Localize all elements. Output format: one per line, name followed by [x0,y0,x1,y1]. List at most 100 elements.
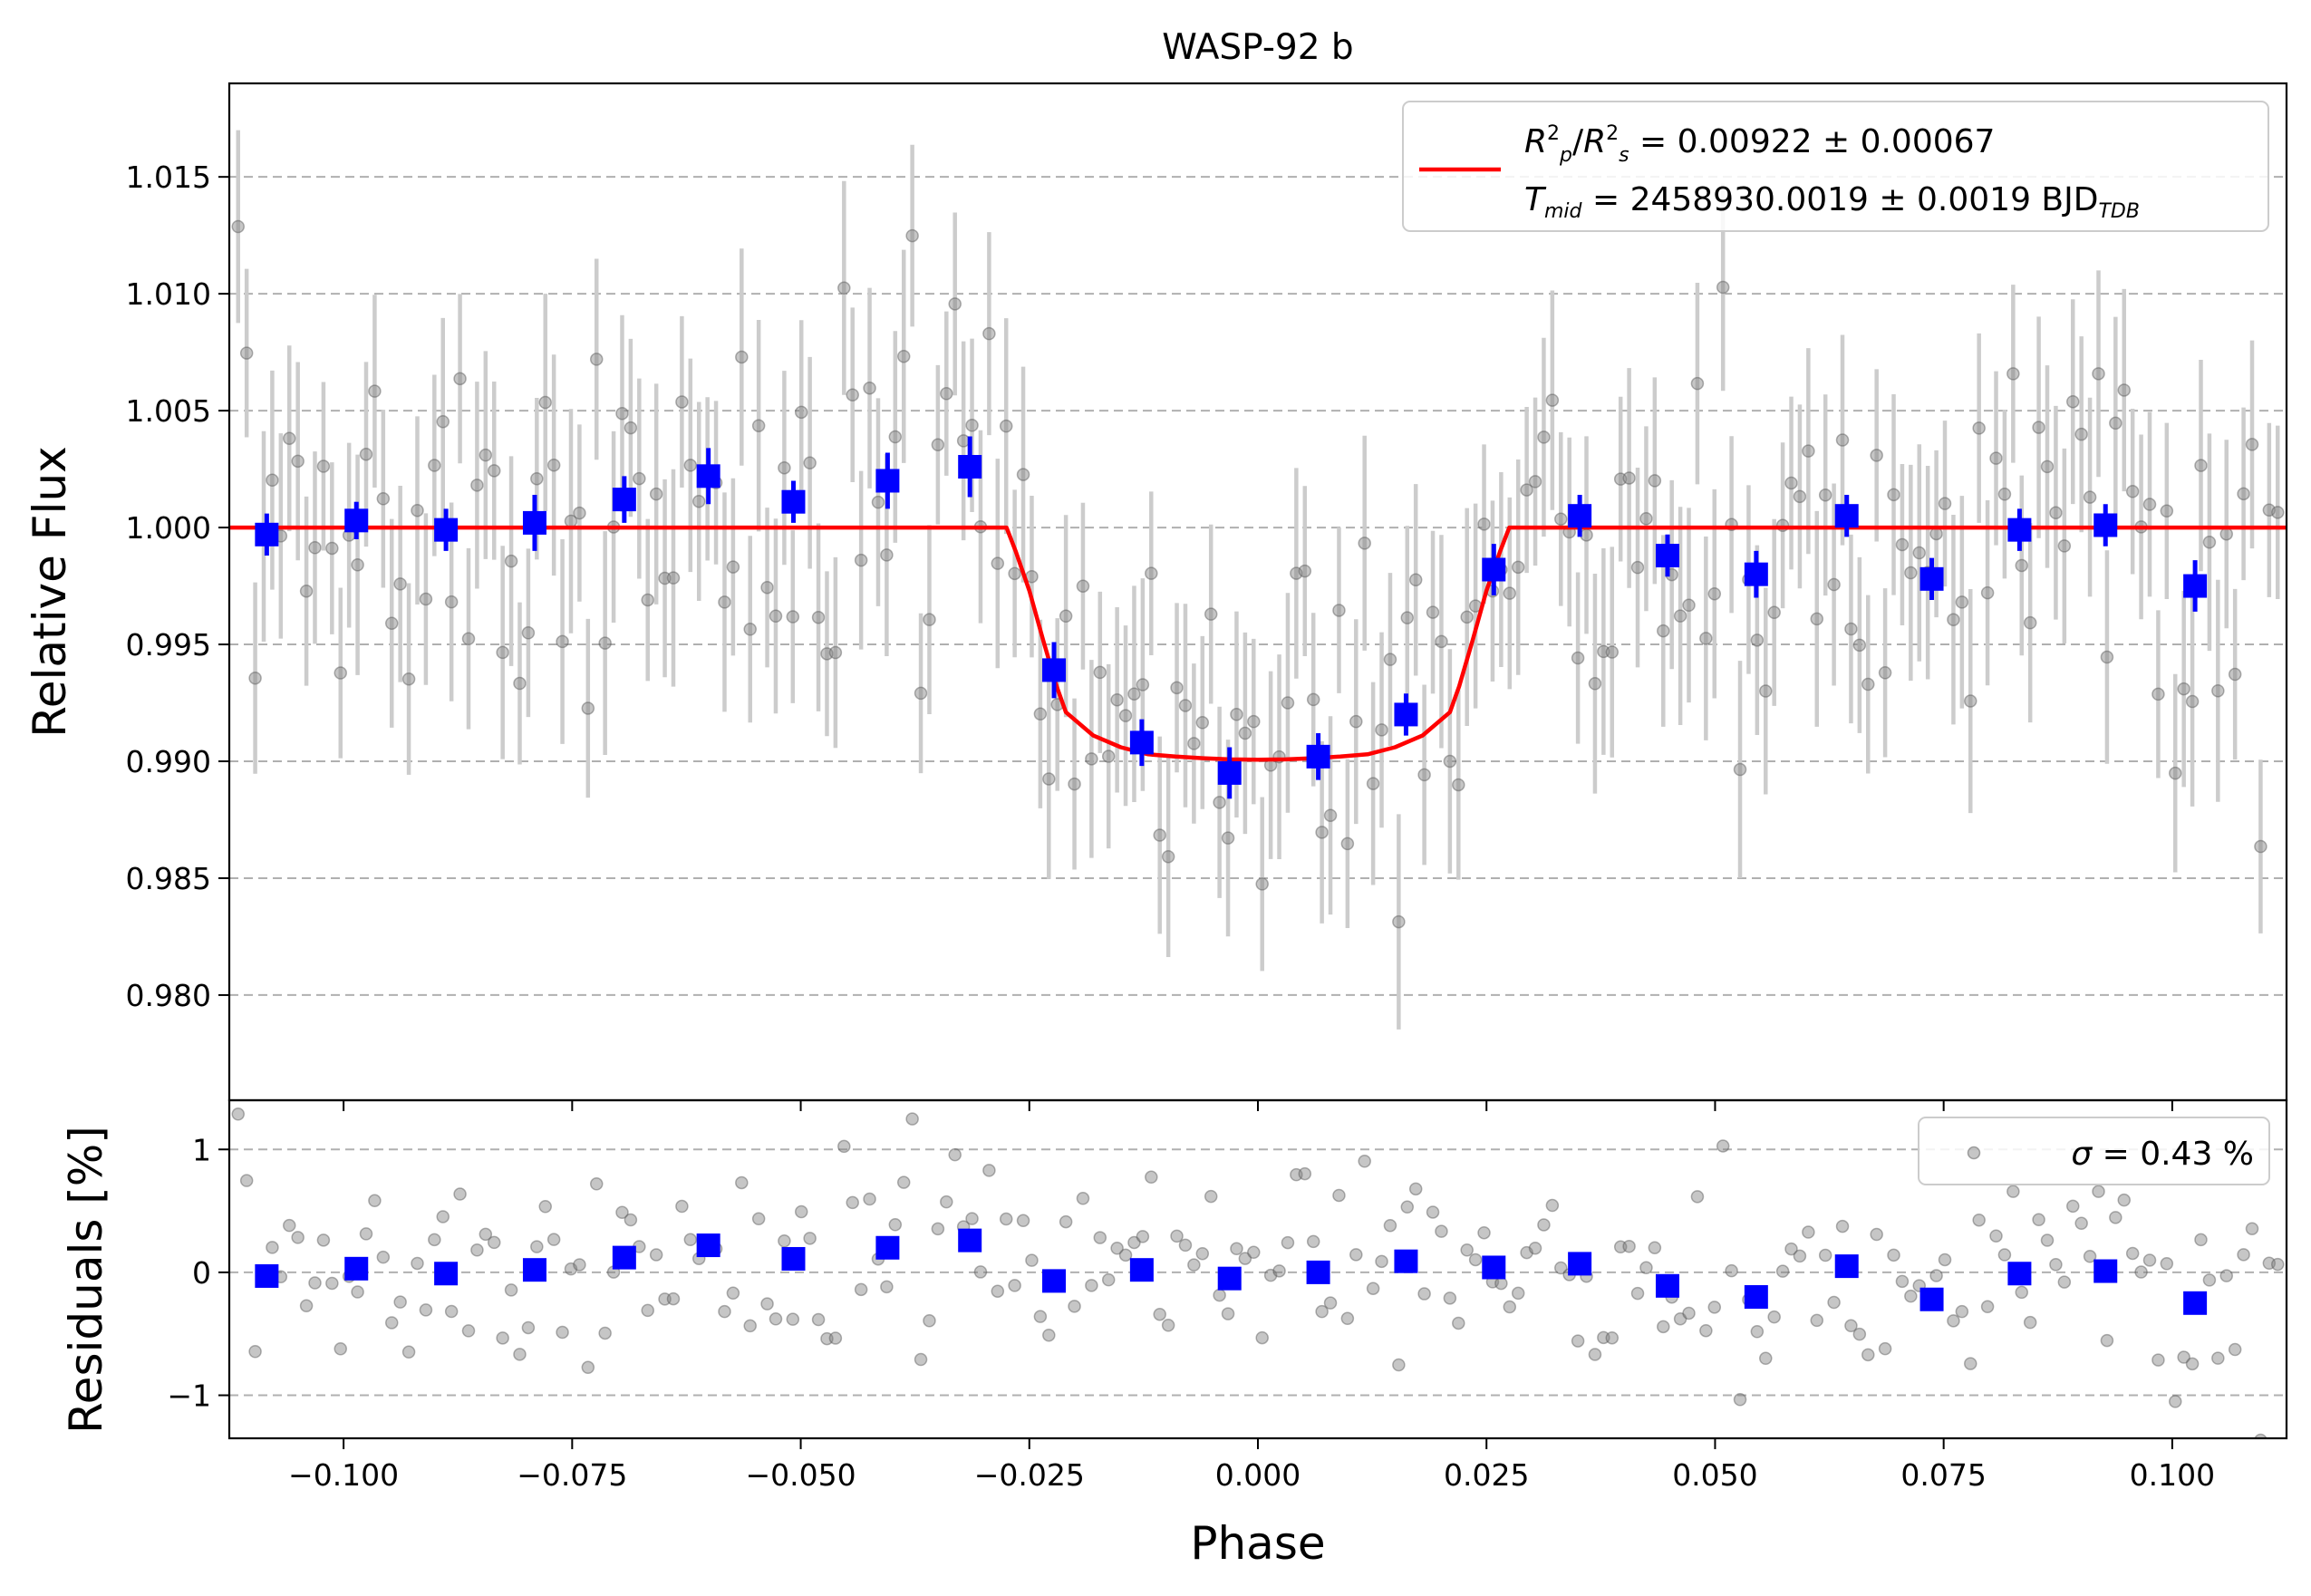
residual-raw-point [1384,1220,1396,1232]
raw-point [317,460,329,472]
binned-point [255,523,278,547]
raw-point [667,572,679,584]
residual-raw-point [1649,1242,1660,1253]
residual-raw-point [2135,1266,2147,1278]
x-tick-label: 0.000 [1215,1457,1301,1493]
residual-raw-point [676,1201,688,1213]
residual-raw-point [2127,1247,2139,1259]
residual-raw-point [599,1327,611,1339]
residual-raw-point [1393,1359,1405,1371]
binned-residual [1482,1255,1505,1279]
residual-raw-point [2152,1354,2164,1366]
residual-raw-point [386,1317,398,1329]
binned-residual [1042,1269,1066,1292]
residual-raw-point [1905,1291,1917,1302]
residual-raw-point [326,1277,338,1289]
residual-raw-point [1853,1329,1865,1340]
raw-point [1393,916,1405,928]
residual-raw-point [2203,1274,2215,1286]
raw-point [1691,378,1703,390]
binned-residual [613,1246,636,1270]
raw-point [1905,567,1917,579]
raw-point [360,449,372,460]
residual-raw-point [2195,1233,2207,1245]
raw-point [1444,755,1455,767]
residual-raw-point [684,1233,696,1245]
raw-point [506,556,517,567]
residual-raw-point [1350,1249,1362,1261]
legend-mid-sub: mid [1544,200,1583,223]
binned-point [523,511,546,535]
binned-residual [344,1257,368,1281]
raw-point [394,578,406,590]
residual-raw-point [719,1306,730,1318]
residual-raw-point [1060,1216,1072,1228]
residual-raw-point [1376,1255,1388,1267]
raw-point [284,432,295,444]
binned-residual [1835,1254,1859,1278]
residual-raw-point [1930,1270,1942,1282]
raw-point [1998,488,2010,500]
raw-point [1683,599,1695,611]
raw-point [1103,750,1115,762]
raw-point [548,459,560,471]
raw-point [446,596,458,608]
raw-point [1009,567,1020,579]
raw-point [437,416,449,428]
raw-point [2025,617,2036,629]
residual-raw-point [522,1321,534,1333]
raw-point [1359,537,1370,549]
residual-raw-point [1299,1168,1310,1180]
binned-point [1218,761,1242,785]
raw-point [1982,587,1994,599]
binned-point [613,488,636,511]
residual-raw-point [1888,1249,1900,1261]
raw-point [958,435,970,447]
raw-point [1555,513,1567,525]
legend-rp-symbol: R [1524,123,1547,160]
residual-raw-point [266,1242,278,1253]
raw-point [1973,422,1985,434]
residual-raw-point [949,1149,961,1161]
raw-point [2058,540,2070,552]
residual-raw-point [2238,1249,2249,1261]
residual-raw-point [2161,1258,2172,1270]
raw-point [932,439,943,450]
binned-point [1307,745,1330,769]
residual-raw-point [1325,1297,1337,1309]
raw-point [1223,832,1234,844]
residual-raw-point [1546,1200,1558,1212]
residual-raw-point [1410,1183,1422,1195]
main-y-tick-label: 1.015 [126,160,211,195]
residual-raw-point [1760,1352,1772,1364]
raw-point [454,372,466,384]
residual-raw-point [2170,1396,2181,1407]
raw-point [778,462,790,474]
residual-raw-point [744,1320,756,1331]
residual-raw-point [1120,1249,1132,1261]
residual-raw-point [394,1296,406,1308]
raw-point [1794,490,1805,502]
binned-residual [781,1247,805,1271]
residual-raw-point [1308,1235,1320,1247]
raw-point [1649,475,1660,487]
residual-raw-point [1256,1332,1268,1344]
residual-raw-point [531,1241,543,1253]
raw-point [1820,489,1832,501]
residual-raw-point [377,1252,389,1263]
raw-point [1513,561,1524,573]
raw-point [642,594,653,605]
binned-point [2183,575,2207,598]
main-legend-depth: R2p/R2s = 0.00922 ± 0.00067 [1524,122,1995,167]
residual-raw-point [966,1213,978,1224]
raw-point [991,557,1003,569]
raw-point [1308,693,1320,705]
residual-raw-point [471,1244,483,1256]
residual-raw-point [1777,1265,1789,1277]
residual-raw-point [403,1346,415,1358]
raw-point [1401,612,1413,624]
residual-raw-point [1427,1206,1439,1218]
raw-point [633,473,645,485]
raw-point [2255,841,2267,853]
residual-raw-point [1708,1301,1720,1313]
